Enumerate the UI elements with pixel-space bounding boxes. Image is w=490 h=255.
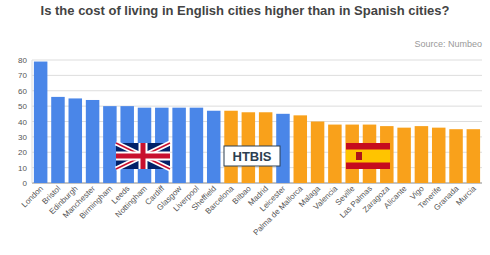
logo-text: HTBIS (233, 149, 272, 164)
y-axis-line (32, 60, 33, 183)
logo-box (224, 146, 280, 166)
bar (103, 106, 117, 183)
flag-part (116, 143, 170, 169)
uk-flag (116, 143, 170, 169)
chart-title: Is the cost of living in English cities … (20, 3, 470, 19)
bar (432, 128, 446, 183)
y-tick-label: 70 (18, 71, 27, 80)
y-tick-label: 50 (18, 102, 27, 111)
grid-line (32, 90, 482, 91)
source-note: Source: Numbeo (414, 39, 482, 49)
flag-part (346, 150, 390, 163)
x-tick-label: Alicante (382, 184, 409, 211)
y-tick-label: 60 (18, 87, 27, 96)
y-tick-label: 40 (18, 118, 27, 127)
y-tick-label: 0 (23, 179, 28, 188)
bar (190, 108, 204, 183)
bar (311, 122, 325, 184)
y-tick-label: 10 (18, 164, 27, 173)
chart: Source: Numbeo01020304050607080LondonBri… (0, 0, 490, 255)
y-tick-label: 80 (18, 56, 27, 65)
bar (328, 125, 342, 183)
flag-part (116, 154, 170, 159)
y-tick-label: 30 (18, 133, 27, 142)
y-tick-label: 20 (18, 148, 27, 157)
flag-part (356, 152, 362, 160)
bar (294, 115, 308, 183)
grid-line (32, 183, 482, 184)
grid-line (32, 136, 482, 137)
spain-flag (346, 143, 390, 169)
bar (34, 62, 48, 183)
grid-line (32, 75, 482, 76)
bar (69, 98, 83, 183)
x-tick-label: Birmingham (78, 184, 115, 221)
grid-line (32, 121, 482, 122)
flag-part (116, 143, 170, 169)
flag-part (116, 143, 170, 169)
flag-part (346, 143, 390, 169)
grid-line (32, 106, 482, 107)
x-tick-label: Murcia (454, 184, 478, 208)
bar (449, 129, 463, 183)
x-tick-label: Palma de Mallorca (251, 184, 305, 238)
bar (415, 126, 429, 183)
x-tick-label: London (20, 184, 45, 209)
bar (51, 97, 65, 183)
flag-part (116, 143, 170, 169)
grid-line (32, 60, 482, 61)
bar (397, 128, 411, 183)
bar (86, 100, 100, 183)
bar (172, 108, 186, 183)
bars (34, 62, 480, 183)
flag-part (116, 143, 170, 169)
grid-line (32, 167, 482, 168)
bar (207, 111, 221, 183)
bar (467, 129, 481, 183)
